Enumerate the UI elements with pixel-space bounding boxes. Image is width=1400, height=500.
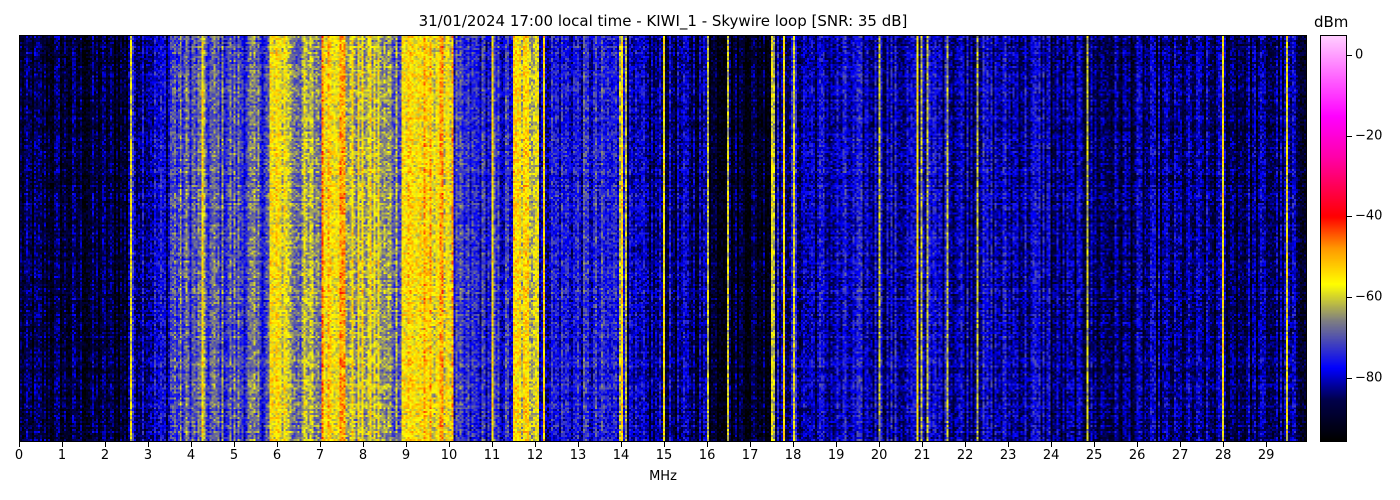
x-tick bbox=[1094, 442, 1096, 447]
x-tick bbox=[1008, 442, 1010, 447]
colorbar-tick-label: −60 bbox=[1355, 289, 1383, 305]
x-tick-label: 2 bbox=[100, 448, 110, 463]
x-tick bbox=[62, 442, 63, 447]
x-tick-label: 28 bbox=[1214, 448, 1232, 463]
x-tick-label: 27 bbox=[1171, 448, 1189, 463]
x-tick-label: 24 bbox=[1042, 448, 1060, 463]
x-tick-label: 26 bbox=[1128, 448, 1146, 463]
colorbar bbox=[1320, 35, 1347, 442]
x-tick-label: 19 bbox=[827, 448, 845, 463]
x-tick bbox=[234, 442, 236, 447]
x-tick-label: 29 bbox=[1257, 448, 1275, 463]
x-tick bbox=[191, 442, 193, 447]
x-tick-label: 7 bbox=[315, 448, 325, 463]
x-tick-label: 4 bbox=[186, 448, 196, 463]
x-tick bbox=[965, 442, 967, 447]
x-tick-label: 6 bbox=[272, 448, 282, 463]
chart-title: 31/01/2024 17:00 local time - KIWI_1 - S… bbox=[418, 12, 908, 30]
x-tick bbox=[105, 442, 106, 447]
colorbar-tick bbox=[1347, 296, 1352, 298]
x-tick bbox=[793, 442, 795, 447]
colorbar-tick bbox=[1347, 55, 1352, 57]
x-tick-label: 14 bbox=[612, 448, 630, 463]
x-tick-label: 15 bbox=[655, 448, 673, 463]
x-tick-label: 25 bbox=[1085, 448, 1103, 463]
x-axis: 0 1 2 3 4 5 6 7 8 9 10 11 12 13 14 15 16 17 18 19 20 21 22 23 24… bbox=[0, 442, 1310, 472]
x-tick-label: 18 bbox=[784, 448, 802, 463]
x-tick-label: 20 bbox=[870, 448, 888, 463]
x-tick bbox=[1223, 442, 1225, 447]
colorbar-tick-label: −80 bbox=[1355, 370, 1383, 386]
x-tick-label: 22 bbox=[956, 448, 974, 463]
x-tick bbox=[1137, 442, 1139, 447]
colorbar-tick bbox=[1347, 377, 1352, 379]
x-tick bbox=[535, 442, 537, 447]
x-tick bbox=[148, 442, 149, 447]
x-tick-label: 16 bbox=[698, 448, 716, 463]
x-tick bbox=[1051, 442, 1053, 447]
x-tick bbox=[1180, 442, 1182, 447]
x-tick-label: 10 bbox=[440, 448, 458, 463]
colorbar-tick-label: −40 bbox=[1355, 208, 1383, 224]
x-tick-label: 17 bbox=[741, 448, 759, 463]
x-tick bbox=[1266, 442, 1268, 447]
waterfall-heatmap bbox=[19, 35, 1307, 442]
colorbar-tick-label: −20 bbox=[1355, 128, 1383, 144]
x-tick-label: 11 bbox=[483, 448, 501, 463]
x-tick bbox=[707, 442, 709, 447]
x-tick bbox=[19, 442, 20, 447]
x-tick bbox=[836, 442, 838, 447]
x-tick-label: 0 bbox=[14, 448, 24, 463]
x-axis-label: MHz bbox=[649, 469, 677, 484]
x-tick bbox=[320, 442, 322, 447]
x-tick-label: 23 bbox=[999, 448, 1017, 463]
x-tick bbox=[363, 442, 365, 447]
x-tick bbox=[277, 442, 279, 447]
x-tick bbox=[922, 442, 924, 447]
x-tick-label: 8 bbox=[358, 448, 368, 463]
colorbar-label: dBm bbox=[1314, 13, 1349, 31]
x-tick-label: 12 bbox=[526, 448, 544, 463]
x-tick bbox=[879, 442, 881, 447]
colorbar-tick bbox=[1347, 216, 1352, 218]
x-tick-label: 1 bbox=[57, 448, 67, 463]
x-tick-label: 3 bbox=[143, 448, 153, 463]
x-tick bbox=[406, 442, 408, 447]
colorbar-tick-label: 0 bbox=[1355, 47, 1364, 63]
x-tick bbox=[578, 442, 580, 447]
x-tick bbox=[449, 442, 451, 447]
x-tick-label: 5 bbox=[229, 448, 239, 463]
x-tick bbox=[621, 442, 623, 447]
x-tick bbox=[664, 442, 666, 447]
x-tick bbox=[750, 442, 752, 447]
x-tick bbox=[492, 442, 494, 447]
colorbar-tick bbox=[1347, 135, 1352, 137]
x-tick-label: 13 bbox=[569, 448, 587, 463]
x-tick-label: 21 bbox=[913, 448, 931, 463]
x-tick-label: 9 bbox=[401, 448, 411, 463]
